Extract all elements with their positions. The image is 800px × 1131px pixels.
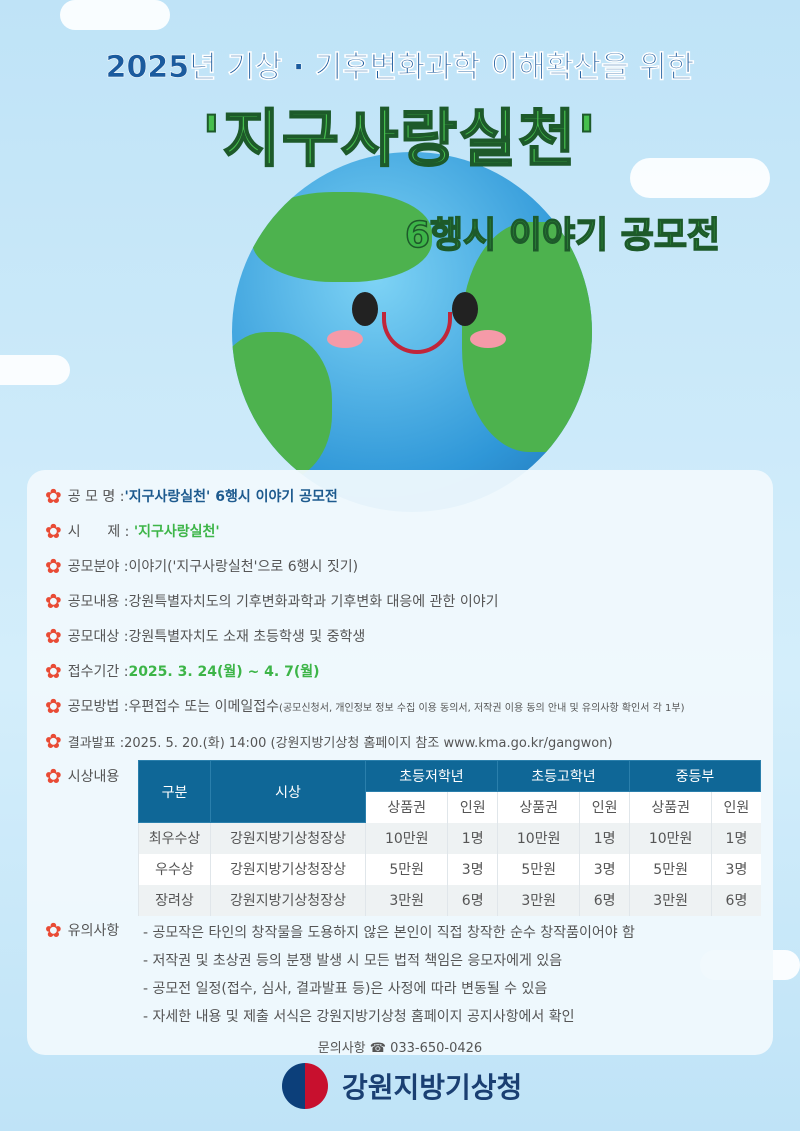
title-sub: 6행시 이야기 공모전 (404, 214, 721, 257)
info-item: ✿ 시상내용 (45, 764, 120, 788)
info-item: ✿ 결과발표 : 2025. 5. 20.(화) 14:00 (강원지방기상청 홈… (45, 729, 613, 753)
flower-icon: ✿ (45, 624, 62, 648)
info-item: ✿ 접수기간 : 2025. 3. 24(월) ~ 4. 7(월) (45, 659, 320, 683)
flower-icon: ✿ (45, 589, 62, 613)
flower-icon: ✿ (45, 519, 62, 543)
taegeuk-emblem-icon (282, 1063, 328, 1109)
title-line1: 2025년 기상 · 기후변화과학 이해확산을 위한 (105, 50, 695, 86)
contact: 문의사항 ☎ 033-650-0426 (317, 1041, 483, 1056)
info-item: ✿ 공모방법 : 우편접수 또는 이메일접수 (공모신청서, 개인정보 정보 수집 … (45, 694, 685, 718)
flower-icon: ✿ (45, 764, 62, 788)
award-table: 구분 시상 초등저학년 초등고학년 중등부 상품권 인원 상품권 인원 상품권 인원 최우수상 강원… (138, 760, 762, 916)
table-row: 최우수상 강원지방기상청장상 10만원 1명 10만원 1명 10만원 1명 (138, 822, 761, 854)
flower-icon: ✿ (45, 659, 62, 683)
note-line: - 자세한 내용 및 제출 서식은 강원지방기상청 홈페이지 공지사항에서 확인 (143, 1009, 575, 1025)
flower-icon: ✿ (45, 554, 62, 578)
cloud (0, 355, 70, 385)
title-main: '지구사랑실천' (201, 101, 599, 176)
note-line: - 저작권 및 초상권 등의 분쟁 발생 시 모든 법적 책임은 응모자에게 있… (143, 953, 563, 969)
flower-icon: ✿ (45, 484, 62, 508)
cloud (60, 0, 170, 30)
table-row: 장려상 강원지방기상청장상 3만원 6명 3만원 6명 3만원 6명 (138, 884, 761, 916)
cloud (630, 158, 770, 198)
earth-illustration (232, 152, 592, 512)
info-item: ✿ 시 제 : '지구사랑실천' (45, 519, 220, 543)
flower-icon: ✿ (45, 918, 62, 942)
info-item: ✿ 공 모 명 : '지구사랑실천' 6행시 이야기 공모전 (45, 484, 338, 508)
table-row: 우수상 강원지방기상청장상 5만원 3명 5만원 3명 5만원 3명 (138, 853, 761, 885)
note-line: - 공모전 일정(접수, 심사, 결과발표 등)은 사정에 따라 변동될 수 있… (143, 981, 548, 997)
flower-icon: ✿ (45, 729, 62, 753)
flower-icon: ✿ (45, 694, 62, 718)
note-line: - 공모작은 타인의 창작물을 도용하지 않은 본인이 직접 창작한 순수 창작… (143, 925, 635, 941)
info-item: ✿ 공모분야 : 이야기('지구사랑실천'으로 6행시 짓기) (45, 554, 359, 578)
notes-label: ✿ 유의사항 (45, 918, 120, 942)
info-item: ✿ 공모내용 : 강원특별자치도의 기후변화과학과 기후변화 대응에 관한 이야기 (45, 589, 499, 613)
org-logo: 강원지방기상청 (282, 1063, 522, 1109)
info-item: ✿ 공모대상 : 강원특별자치도 소재 초등학생 및 중학생 (45, 624, 366, 648)
